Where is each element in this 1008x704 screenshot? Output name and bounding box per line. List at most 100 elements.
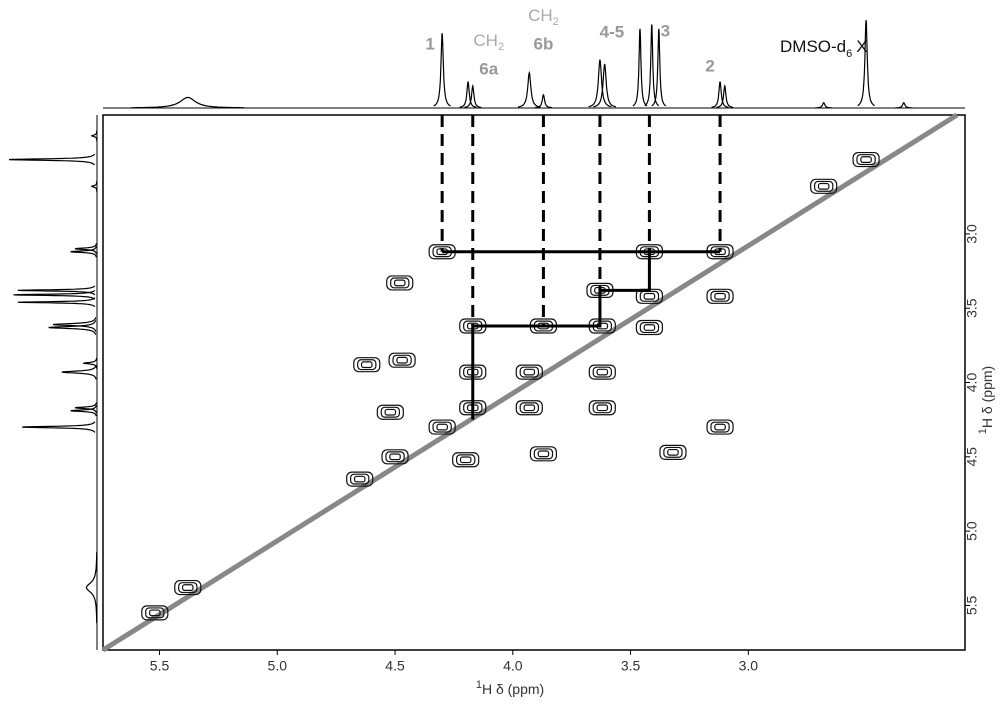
top-projection-peak: [534, 93, 552, 109]
contour: [667, 448, 679, 456]
contour: [643, 324, 656, 331]
contour: [663, 446, 683, 458]
left-projection-peak: [17, 297, 96, 308]
x-axis-label: 1H δ (ppm): [476, 679, 544, 697]
cross-peak: [810, 178, 838, 194]
cross-peak: [452, 452, 480, 468]
left-projection-peak: [22, 421, 96, 433]
contour: [596, 368, 609, 376]
contour: [357, 359, 377, 371]
solvent-label: DMSO-d6 X: [780, 37, 868, 59]
x-tick-label: 5.0: [268, 658, 288, 674]
top-projection-peak: [131, 96, 245, 109]
left-projection-peak: [70, 246, 97, 258]
contour: [428, 419, 456, 435]
contour: [174, 579, 202, 596]
top-projection-peak: [464, 83, 482, 108]
cross-peak: [529, 446, 558, 462]
left-projection-peak: [82, 357, 98, 369]
assignment-label: 3: [661, 21, 670, 40]
contour: [710, 290, 730, 302]
contour: [390, 277, 410, 289]
contour: [810, 178, 838, 194]
contour: [515, 364, 543, 380]
top-projection-peak: [459, 81, 477, 108]
contour: [533, 448, 554, 460]
cross-peak: [706, 419, 734, 435]
assignment-label: 6a: [479, 59, 498, 78]
cross-peak: [588, 400, 616, 416]
contour: [353, 475, 366, 483]
top-projection-peak: [588, 59, 612, 108]
cross-peak: [346, 471, 374, 487]
contour: [178, 582, 198, 594]
contour: [537, 450, 550, 458]
cross-peak: [515, 364, 543, 380]
contour: [141, 605, 169, 621]
contour: [714, 423, 726, 431]
contour: [392, 354, 412, 366]
contour: [523, 404, 536, 412]
contour: [856, 154, 876, 166]
cross-peak: [388, 352, 416, 368]
contour: [393, 279, 406, 287]
contour: [350, 473, 370, 485]
contour: [181, 584, 194, 591]
diagonal: [101, 112, 959, 653]
contour: [817, 182, 830, 190]
contour: [380, 406, 401, 418]
contour: [714, 292, 726, 300]
contour: [643, 292, 656, 300]
cross-peak: [428, 419, 456, 435]
left-projection-peak: [90, 130, 98, 142]
group-label: CH2: [473, 31, 504, 52]
contour: [592, 366, 613, 378]
contour: [386, 275, 414, 291]
assignment-label: 6b: [533, 34, 553, 53]
top-projection-peak: [433, 33, 451, 107]
contour: [852, 151, 880, 168]
contour: [396, 356, 408, 364]
contour: [452, 452, 480, 468]
contour: [529, 446, 558, 462]
assignment-label: 4-5: [600, 22, 625, 41]
left-projection-peak: [52, 317, 97, 332]
x-tick-label: 3.5: [621, 658, 641, 674]
group-label: CH2: [528, 6, 559, 27]
contour: [519, 366, 539, 378]
top-projection-peak: [651, 28, 667, 107]
left-projection-peak: [74, 402, 97, 414]
cross-peak: [659, 444, 687, 460]
contour: [639, 322, 660, 334]
top-projection-peak: [895, 101, 913, 109]
top-projection-peak: [518, 70, 541, 108]
y-axis-label: 1H δ (ppm): [977, 366, 995, 434]
contour: [455, 454, 476, 466]
contour: [432, 421, 452, 433]
cross-peak: [588, 364, 616, 380]
cross-peak: [852, 151, 880, 168]
contour: [710, 421, 730, 433]
contour: [346, 471, 374, 487]
contour: [149, 609, 161, 617]
cross-peak: [376, 404, 404, 420]
cross-peak: [635, 319, 664, 336]
group-sub: 2: [498, 41, 504, 53]
contour: [639, 290, 660, 302]
group-prefix: CH: [528, 6, 553, 25]
cross-peak: [386, 275, 414, 291]
assignment-label: 2: [705, 56, 714, 75]
cross-peak: [353, 357, 381, 373]
contour: [659, 444, 687, 460]
cross-peak: [141, 605, 169, 621]
contour: [360, 361, 373, 369]
left-projection-peak: [48, 320, 97, 335]
y-tick-label: 4.0: [964, 373, 980, 393]
top-projection-peak: [632, 28, 648, 107]
left-projection-peak: [13, 289, 96, 300]
contour: [376, 404, 404, 420]
y-tick-label: 3.5: [964, 298, 980, 318]
contour: [523, 368, 536, 376]
contour: [459, 456, 472, 464]
